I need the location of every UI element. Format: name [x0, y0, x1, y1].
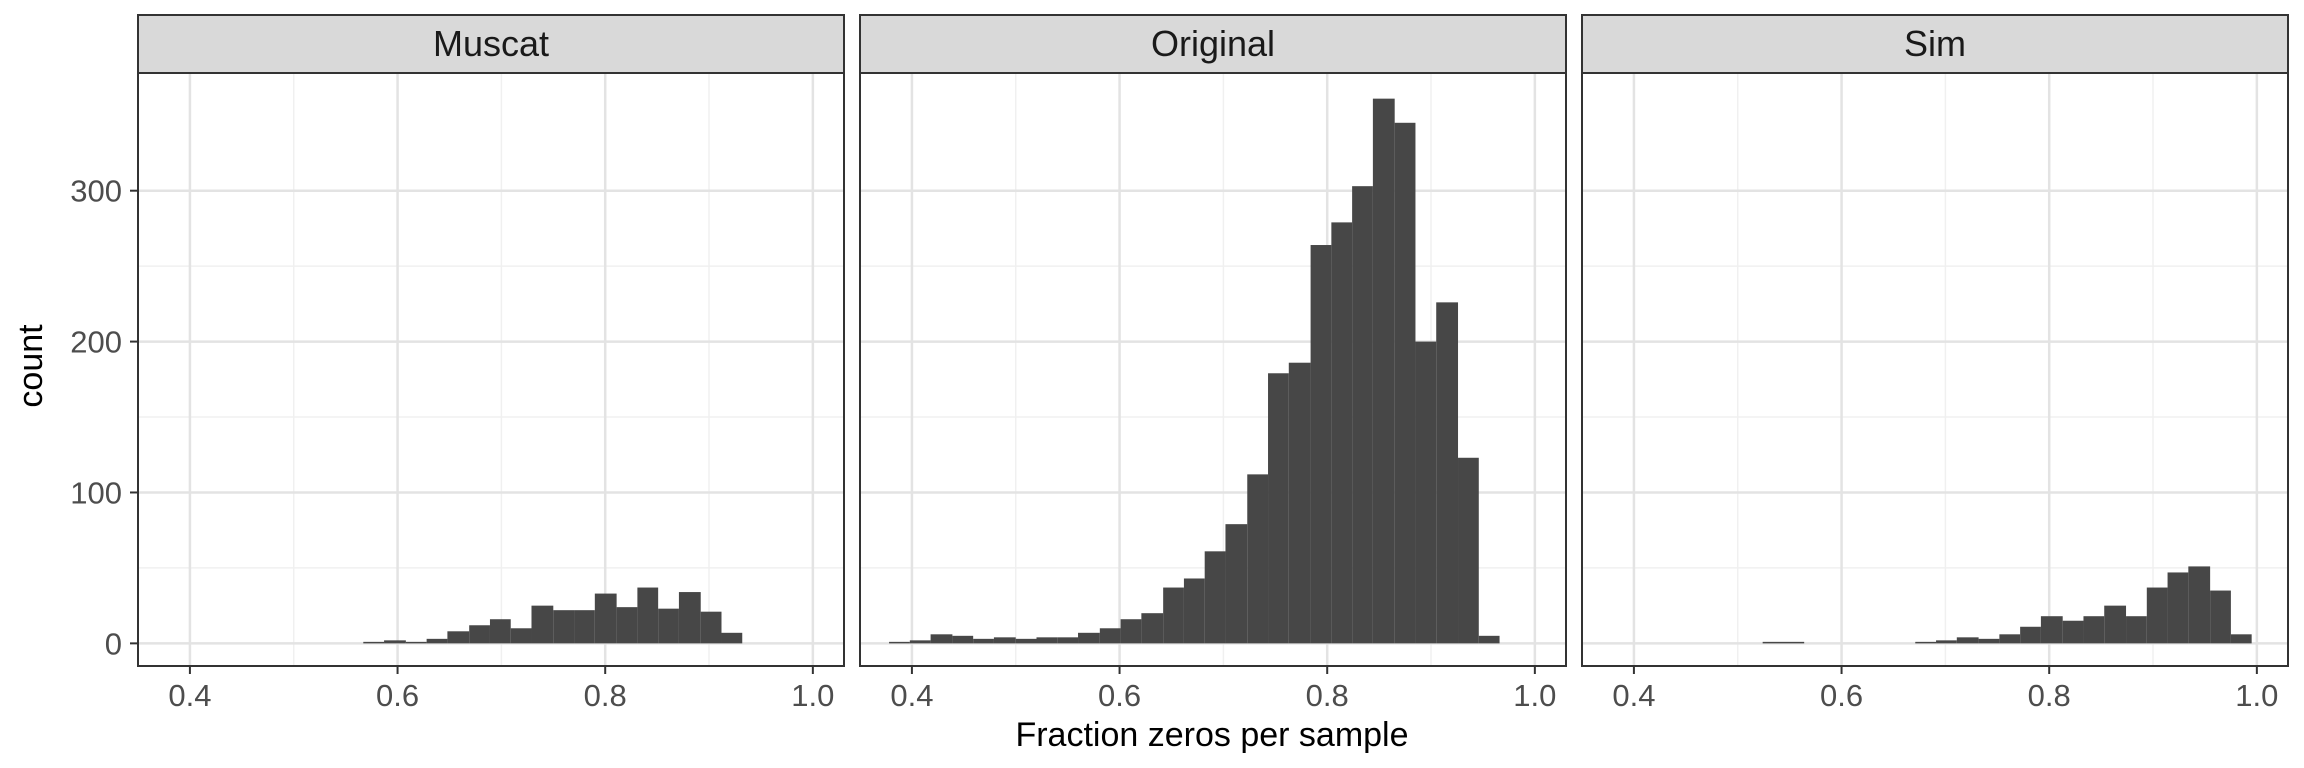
histogram-bar — [2146, 587, 2168, 644]
histogram-bar — [489, 619, 511, 644]
histogram-bar — [993, 637, 1016, 644]
facet-panel-muscat: Muscat 0.4 0.6 0.8 1.0 — [137, 14, 845, 713]
histogram-bar — [637, 587, 659, 644]
histogram-bar — [1268, 373, 1289, 644]
histogram-bar — [658, 608, 679, 644]
x-tick-label: 0.8 — [584, 678, 627, 713]
histogram-bar — [1915, 641, 1937, 644]
histogram-bar — [1288, 362, 1311, 644]
x-tick-label: 0.4 — [168, 678, 211, 713]
histogram-bar — [1183, 578, 1205, 644]
histogram-bar — [1352, 186, 1373, 644]
x-tick-label: 0.6 — [376, 678, 419, 713]
y-tick-label: 100 — [70, 475, 122, 510]
histogram-bar — [721, 632, 743, 644]
y-tick-label: 200 — [70, 325, 122, 360]
histogram-bar — [1415, 341, 1437, 644]
histogram-bar — [1036, 637, 1058, 644]
histogram-bar — [2230, 634, 2252, 644]
histogram-bar — [2083, 616, 2105, 644]
histogram-bar — [1057, 637, 1079, 644]
x-tick-label: 1.0 — [2235, 678, 2278, 713]
x-tick-label: 0.8 — [2028, 678, 2071, 713]
x-tick-label: 1.0 — [1513, 678, 1556, 713]
x-axis-title: Fraction zeros per sample — [1015, 716, 1408, 754]
histogram-bar — [1141, 613, 1164, 644]
x-tick-label: 1.0 — [791, 678, 834, 713]
y-axis: 0 100 200 300 — [70, 174, 138, 661]
histogram-bar — [469, 625, 490, 644]
histogram-bar — [2188, 566, 2211, 644]
facet-panel-original: Original 0.4 0.6 0.8 1.0 — [859, 14, 1567, 713]
facet-strip-label: Original — [1151, 23, 1275, 64]
histogram-bar — [1310, 245, 1332, 644]
histogram-bar — [1120, 619, 1142, 644]
histogram-bar — [2104, 605, 2127, 644]
x-tick-label: 0.4 — [890, 678, 933, 713]
histogram-bar — [2167, 572, 2189, 644]
histogram-bar — [384, 640, 406, 644]
histogram-bar — [1999, 634, 2021, 644]
histogram-bar — [1978, 638, 2000, 644]
histogram-bar — [405, 641, 427, 644]
histogram-bar — [1458, 457, 1479, 644]
histogram-bar — [1247, 474, 1269, 644]
histogram-bar — [1225, 524, 1248, 644]
histogram-bar — [2062, 620, 2084, 644]
histogram-bar — [1394, 122, 1416, 644]
histogram-bar — [531, 605, 554, 644]
histogram-bar — [1078, 632, 1100, 644]
histogram-bar — [1015, 638, 1037, 644]
x-tick-label: 0.4 — [1612, 678, 1655, 713]
histogram-bar — [2020, 626, 2041, 644]
x-tick-label: 0.8 — [1306, 678, 1349, 713]
histogram-bar — [1762, 641, 1805, 644]
histogram-bar — [889, 641, 910, 644]
y-axis-title: count — [12, 324, 50, 408]
histogram-bar — [447, 631, 470, 644]
histogram-bar — [700, 611, 722, 644]
facet-strip — [137, 14, 845, 74]
facet-panel-sim: Sim 0.4 0.6 0.8 1.0 — [1581, 14, 2289, 713]
histogram-bar — [574, 610, 595, 644]
histogram-bar — [1204, 551, 1226, 644]
histogram-bar — [952, 635, 974, 644]
histogram-bar — [2040, 616, 2063, 644]
histogram-bar — [678, 592, 701, 644]
histogram-bar — [1372, 98, 1395, 644]
x-tick-label: 0.6 — [1820, 678, 1863, 713]
histogram-bar — [973, 638, 994, 644]
facet-strip-label: Muscat — [433, 23, 549, 64]
histogram-bar — [616, 607, 638, 644]
histogram-bar — [1956, 637, 1979, 644]
y-tick-label: 0 — [105, 626, 122, 661]
histogram-bar — [1478, 635, 1500, 644]
histogram-bar — [553, 610, 575, 644]
facet-strip — [1581, 14, 2289, 74]
panel-background — [1582, 73, 2288, 666]
histogram-bar — [1099, 628, 1121, 644]
facet-strip-label: Sim — [1904, 23, 1966, 64]
histogram-bar — [1331, 222, 1353, 644]
histogram-bar — [930, 634, 953, 644]
histogram-bar — [594, 593, 617, 644]
panel-background — [138, 73, 844, 666]
histogram-bar — [510, 628, 532, 644]
facet-strip — [859, 14, 1567, 74]
histogram-bar — [909, 640, 931, 644]
histogram-bar — [2126, 616, 2147, 644]
histogram-bar — [363, 641, 385, 644]
histogram-bar — [1936, 640, 1957, 644]
x-tick-label: 0.6 — [1098, 678, 1141, 713]
histogram-bar — [1436, 302, 1459, 644]
histogram-bar — [426, 638, 448, 644]
histogram-bar — [1163, 587, 1184, 644]
y-tick-label: 300 — [70, 174, 122, 209]
histogram-bar — [2210, 590, 2231, 644]
